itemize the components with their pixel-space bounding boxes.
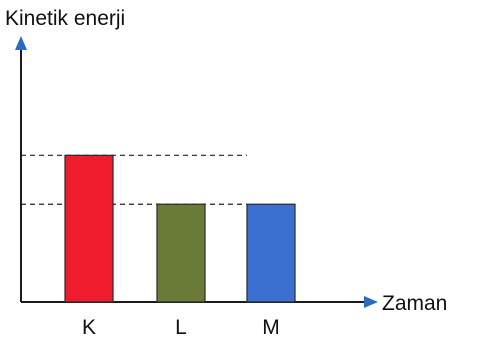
x-tick-label-K: K bbox=[82, 316, 96, 339]
bar-L bbox=[156, 203, 206, 303]
y-axis-label: Kinetik enerji bbox=[5, 7, 125, 30]
x-axis-arrow-icon bbox=[364, 296, 378, 308]
bar-M bbox=[246, 203, 296, 303]
x-tick-label-L: L bbox=[175, 316, 187, 339]
bar-K bbox=[64, 154, 114, 303]
y-axis-arrow-icon bbox=[15, 36, 27, 50]
x-tick-label-M: M bbox=[262, 316, 280, 339]
x-axis-label: Zaman bbox=[382, 292, 447, 315]
